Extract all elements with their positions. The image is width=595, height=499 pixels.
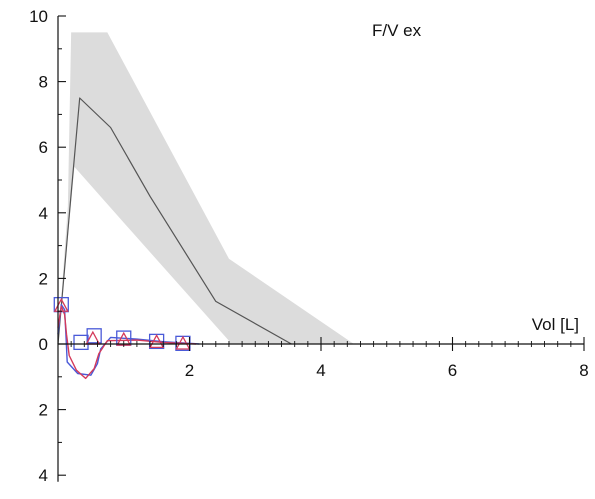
x-axis-title: Vol [L] (532, 315, 579, 334)
x-tick-label: 2 (185, 361, 194, 380)
square-marker (86, 328, 102, 344)
triangle-marker (175, 335, 191, 350)
reference-band (58, 32, 354, 345)
y-tick-label: 2 (39, 269, 48, 288)
measured-curve-red (57, 305, 197, 380)
y-tick-label: 0 (39, 335, 48, 354)
reference-band-layer (58, 32, 354, 345)
y-tick-label: 8 (39, 73, 48, 92)
predicted-curve (57, 97, 292, 345)
x-tick-label: 4 (316, 361, 325, 380)
y-tick-label: 4 (39, 466, 48, 485)
y-tick-label: 4 (39, 204, 48, 223)
curve-layer (57, 97, 292, 380)
y-tick-label: 10 (29, 7, 48, 26)
tick-label-layer: 10 8 6 4 2 0 2 4 2 4 6 8 (29, 7, 589, 485)
square-marker (73, 334, 89, 351)
y-tick-label: 6 (39, 138, 48, 157)
axis-layer (57, 15, 585, 482)
x-tick-label: 6 (448, 361, 457, 380)
chart-title: F/V ex (372, 21, 422, 40)
triangle-marker (149, 333, 165, 349)
x-tick-label: 8 (579, 361, 588, 380)
y-tick-label: 2 (39, 401, 48, 420)
